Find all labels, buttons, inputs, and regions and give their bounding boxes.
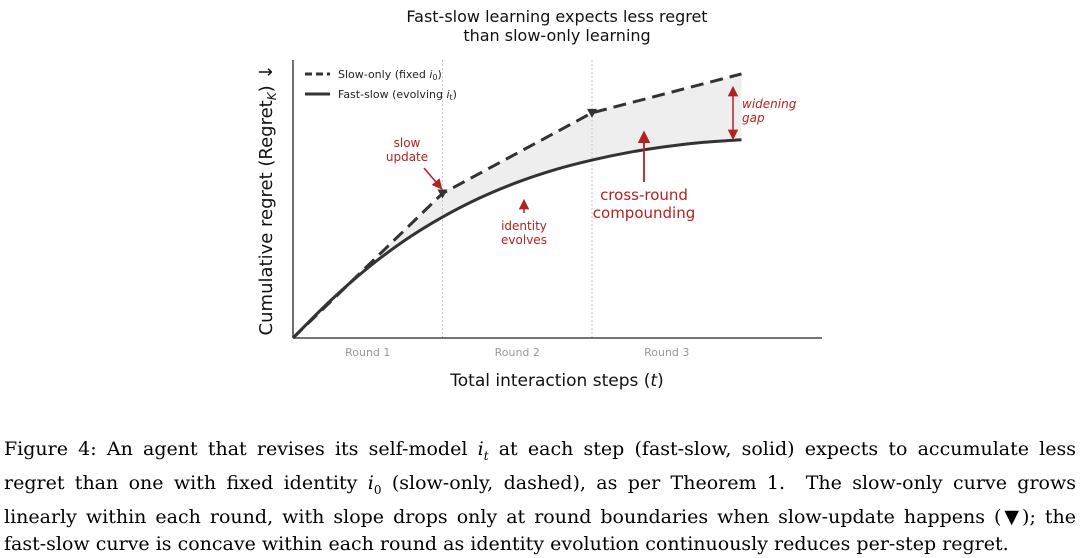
regret-gap-area bbox=[293, 73, 742, 339]
slow-update-marker-1 bbox=[437, 189, 448, 199]
series-fast-slow-line bbox=[291, 138, 742, 340]
round-label-3: Round 3 bbox=[644, 346, 689, 359]
chart-title-line-1: Fast-slow learning expects less regret bbox=[406, 7, 707, 26]
annotation-identity-evolves-line-1: identity bbox=[501, 219, 547, 233]
legend-fast-slow-label: Fast-slow (evolving it) bbox=[338, 88, 457, 102]
series-slow-only-line bbox=[291, 72, 742, 340]
caption-line-2: regret than one with fixed identity i0 (… bbox=[4, 471, 1077, 497]
figure-caption: Figure 4: An agent that revises its self… bbox=[4, 436, 1076, 558]
caption-line-4: fast-slow curve is concave within each r… bbox=[4, 532, 1009, 555]
round-label-2: Round 2 bbox=[495, 346, 540, 359]
annotation-widening-gap-line-2: gap bbox=[742, 111, 765, 125]
caption-line-1: Figure 4: An agent that revises its self… bbox=[4, 438, 1076, 463]
annotation-slow-update-line-2: update bbox=[386, 150, 428, 164]
annotation-cross-round-line-1: cross-round bbox=[600, 186, 688, 204]
round-label-1: Round 1 bbox=[345, 346, 390, 359]
annotation-slow-update-line-1: slow bbox=[394, 136, 421, 150]
chart-title-line-2: than slow-only learning bbox=[463, 26, 650, 45]
annotation-widening-gap-line-1: widening bbox=[742, 97, 797, 111]
regret-chart: Fast-slow learning expects less regretth… bbox=[256, 7, 822, 391]
caption-line-3: linearly within each round, with slope d… bbox=[4, 505, 1076, 528]
x-axis-label: Total interaction steps (t) bbox=[449, 371, 663, 391]
slow-update-marker-2 bbox=[587, 108, 597, 118]
annotation-identity-evolves-line-2: evolves bbox=[501, 233, 547, 247]
legend-slow-only-label: Slow-only (fixed i0) bbox=[338, 68, 442, 82]
annotation-slow-update-arrow bbox=[423, 167, 443, 190]
annotation-cross-round-line-2: compounding bbox=[593, 204, 695, 222]
y-axis-label: Cumulative regret (RegretK) ↓ bbox=[256, 65, 279, 336]
